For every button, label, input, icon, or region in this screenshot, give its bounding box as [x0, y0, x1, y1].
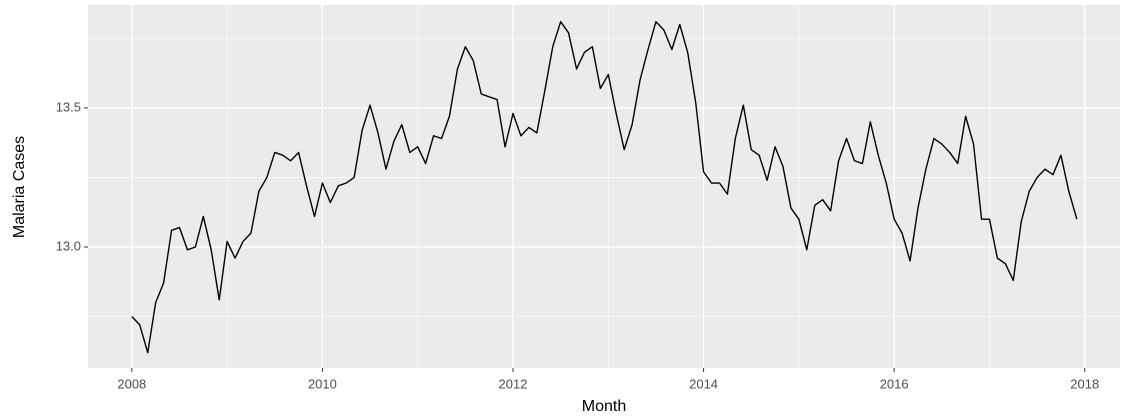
x-tick-label: 2018 — [1070, 376, 1099, 391]
y-axis-title: Malaria Cases — [11, 136, 28, 238]
x-tick-label: 2012 — [499, 376, 528, 391]
y-tick-label: 13.0 — [56, 238, 81, 253]
x-tick-label: 2008 — [117, 376, 146, 391]
y-tick-label: 13.5 — [56, 99, 81, 114]
x-axis-title: Month — [582, 398, 626, 415]
x-tick-label: 2016 — [880, 376, 909, 391]
x-tick-label: 2014 — [689, 376, 718, 391]
x-tick-label: 2010 — [308, 376, 337, 391]
line-series — [131, 20, 1078, 354]
plot-panel — [88, 5, 1120, 368]
